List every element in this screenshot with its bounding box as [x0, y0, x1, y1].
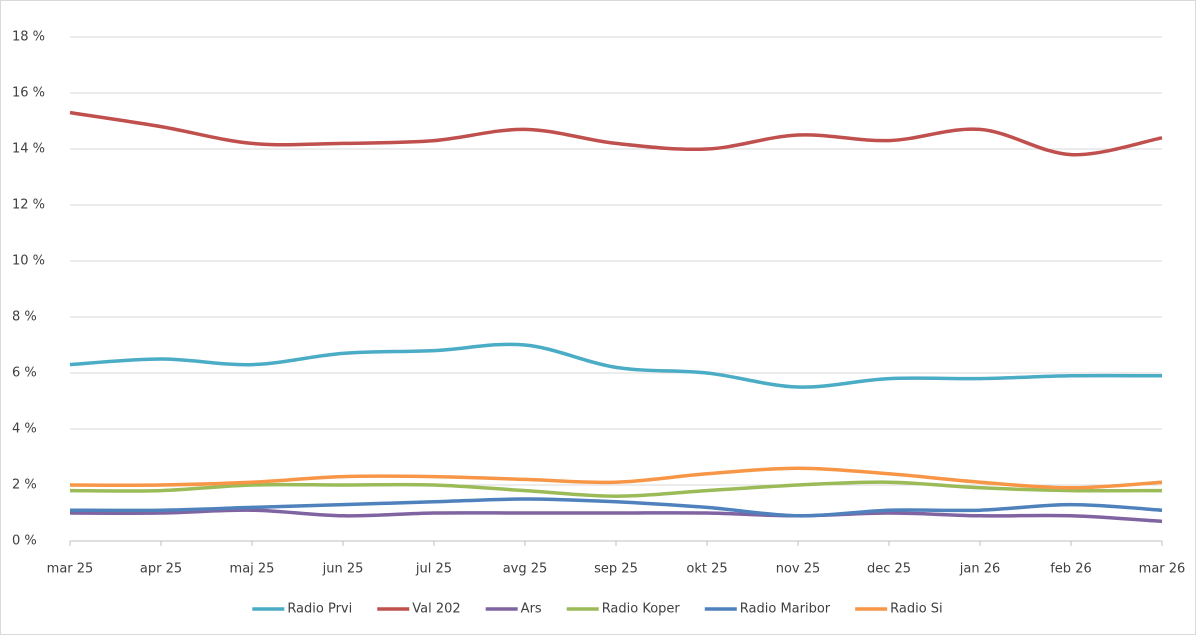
x-tick-label: mar 25: [47, 562, 94, 577]
x-tick-label: feb 26: [1050, 562, 1092, 577]
line-series: [69, 508, 1163, 524]
y-tick-label: 10 %: [12, 254, 45, 269]
y-tick-label: 16 %: [12, 86, 45, 101]
y-tick-label: 6 %: [12, 366, 37, 381]
line-series: [69, 342, 1163, 389]
x-tick-label: mar 26: [1139, 562, 1186, 577]
x-tick-label: jul 25: [415, 562, 452, 577]
y-tick-label: 14 %: [12, 142, 45, 157]
legend-label: Radio Prvi: [287, 602, 352, 617]
y-tick-label: 18 %: [12, 30, 45, 45]
y-tick-label: 12 %: [12, 198, 45, 213]
line-series: [69, 480, 1163, 498]
legend-label: Ars: [521, 602, 542, 617]
x-tick-label: apr 25: [140, 562, 182, 577]
y-tick-label: 0 %: [12, 534, 37, 549]
x-tick-label: okt 25: [686, 562, 727, 577]
x-tick-label: avg 25: [503, 562, 548, 577]
x-tick-label: dec 25: [867, 562, 911, 577]
x-tick-label: jan 26: [959, 562, 1001, 577]
line-series: [69, 110, 1163, 157]
y-tick-label: 2 %: [12, 478, 37, 493]
x-tick-label: nov 25: [776, 562, 821, 577]
legend-label: Radio Maribor: [740, 602, 831, 617]
x-tick-label: jun 25: [322, 562, 364, 577]
line-series: [69, 466, 1163, 490]
legend-label: Radio Koper: [602, 602, 681, 617]
legend-label: Radio Si: [890, 602, 943, 617]
y-tick-label: 4 %: [12, 422, 37, 437]
y-tick-label: 8 %: [12, 310, 37, 325]
x-tick-label: maj 25: [230, 562, 275, 577]
legend-label: Val 202: [412, 602, 460, 617]
x-tick-label: sep 25: [594, 562, 638, 577]
line-series: [69, 497, 1163, 518]
